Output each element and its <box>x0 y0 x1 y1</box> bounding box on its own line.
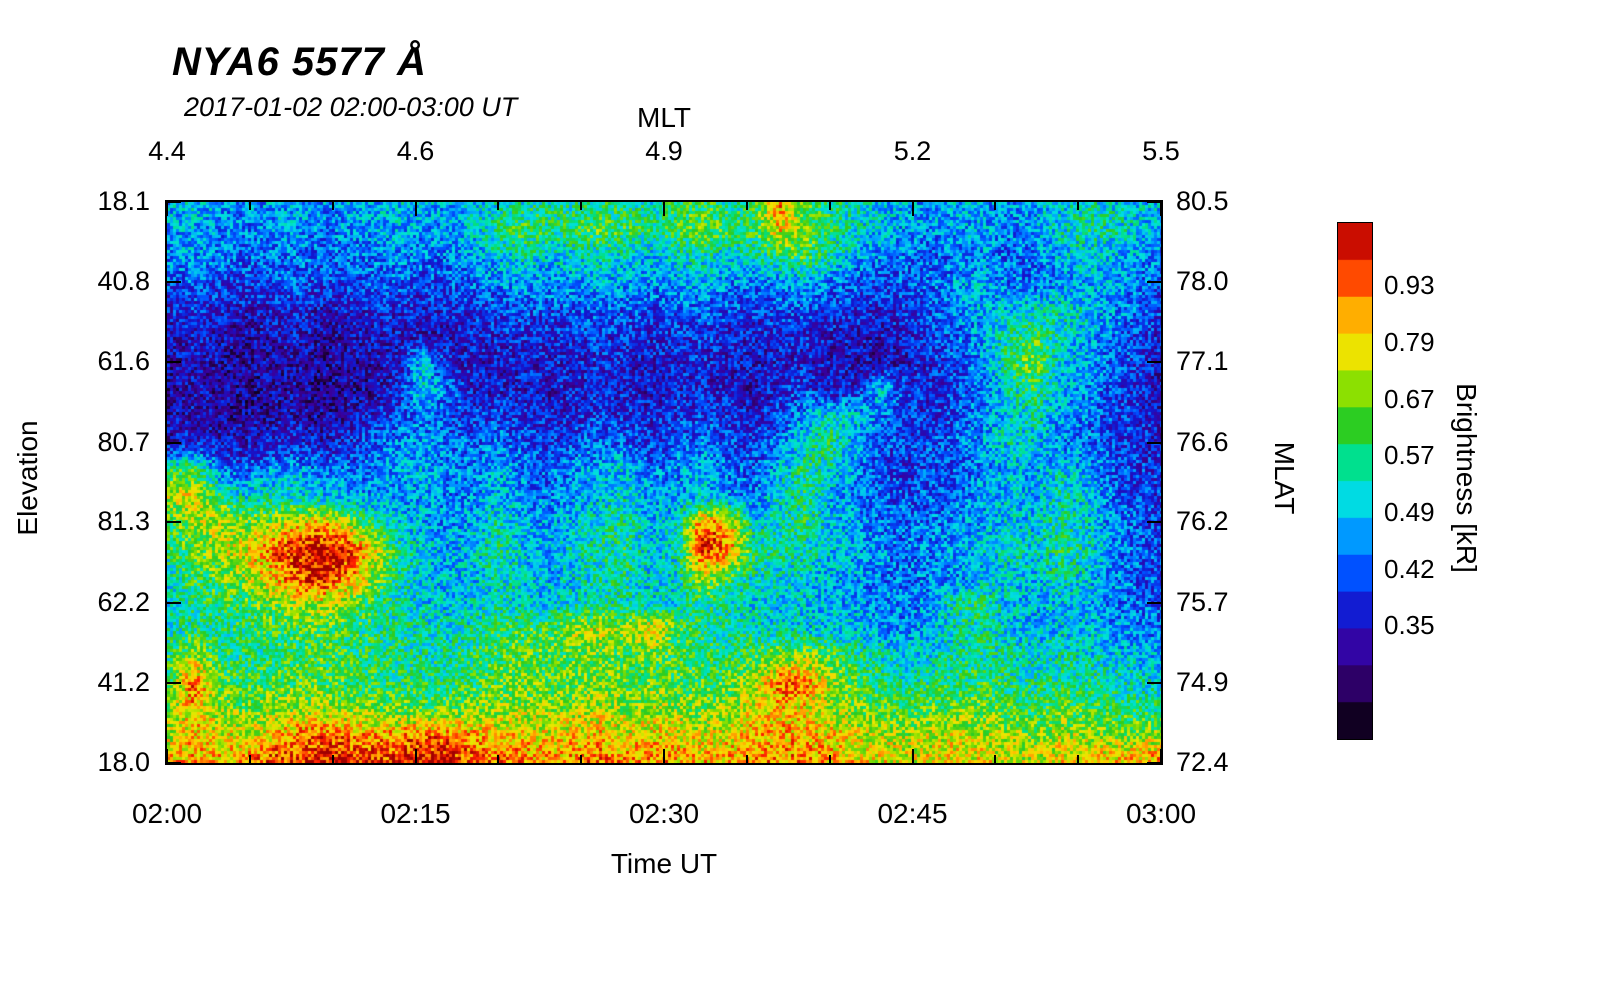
page-title: NYA6 5577 Å <box>172 40 427 84</box>
right-tick-label: 78.0 <box>1176 266 1229 297</box>
heatmap-canvas <box>167 202 1161 763</box>
left-tick-mark <box>167 601 181 604</box>
colorbar-tick-label: 0.93 <box>1384 270 1435 301</box>
colorbar-tick-label: 0.35 <box>1384 610 1435 640</box>
bottom-tick-mark <box>414 749 417 763</box>
left-tick-mark <box>167 281 181 284</box>
right-tick-label: 76.2 <box>1176 506 1229 537</box>
top-tick-label: 4.9 <box>645 136 683 166</box>
right-tick-mark <box>1147 201 1161 203</box>
left-tick-mark <box>167 361 181 364</box>
colorbar-title: Brightness [kR] <box>1451 383 1482 573</box>
left-tick-label: 41.2 <box>97 666 150 697</box>
left-tick-label: 80.7 <box>97 426 150 457</box>
top-tick-mark <box>414 202 417 216</box>
colorbar <box>1337 222 1373 740</box>
top-axis-title: MLT <box>637 102 691 133</box>
right-tick-label: 77.1 <box>1176 346 1229 377</box>
bottom-tick-mark <box>911 749 914 763</box>
colorbar-tick-label: 0.57 <box>1384 440 1435 471</box>
heatmap-plot-area <box>165 200 1163 765</box>
left-axis-title: Elevation <box>12 420 43 536</box>
left-tick-label: 62.2 <box>97 586 150 617</box>
left-tick-mark <box>167 762 181 764</box>
left-tick-mark <box>167 681 181 684</box>
top-minor-tick-mark <box>745 202 748 210</box>
top-tick-label: 4.4 <box>148 136 186 166</box>
colorbar-tick-label: 0.42 <box>1384 553 1435 584</box>
right-tick-label: 72.4 <box>1176 747 1229 777</box>
left-tick-mark <box>167 441 181 444</box>
left-tick-label: 18.0 <box>97 747 150 777</box>
top-minor-tick-mark <box>497 202 500 210</box>
bottom-tick-label: 02:45 <box>877 798 948 829</box>
colorbar-canvas <box>1338 223 1372 739</box>
top-tick-label: 4.6 <box>396 136 435 166</box>
left-tick-label: 81.3 <box>97 506 150 537</box>
bottom-minor-tick-mark <box>580 755 583 763</box>
bottom-minor-tick-mark <box>1077 755 1080 763</box>
left-tick-label: 61.6 <box>97 346 150 377</box>
top-minor-tick-mark <box>994 202 997 210</box>
right-tick-label: 76.6 <box>1176 426 1229 457</box>
colorbar-tick-label: 0.49 <box>1384 496 1435 527</box>
bottom-tick-mark <box>166 749 168 763</box>
left-tick-label: 40.8 <box>97 266 150 297</box>
right-tick-label: 75.7 <box>1176 586 1229 617</box>
right-tick-mark <box>1147 521 1161 524</box>
figure-subtitle: 2017-01-02 02:00-03:00 UT <box>184 92 518 122</box>
right-tick-mark <box>1147 601 1161 604</box>
bottom-tick-label: 02:00 <box>131 798 203 829</box>
bottom-tick-label: 03:00 <box>1125 798 1197 829</box>
bottom-minor-tick-mark <box>248 755 251 763</box>
right-tick-mark <box>1147 281 1161 284</box>
bottom-minor-tick-mark <box>497 755 500 763</box>
bottom-axis-title: Time UT <box>610 848 718 879</box>
top-tick-label: 5.5 <box>1142 136 1180 166</box>
top-tick-mark <box>663 202 665 216</box>
bottom-tick-mark <box>663 749 665 763</box>
top-tick-mark <box>911 202 914 216</box>
top-tick-label: 5.2 <box>893 136 932 166</box>
top-minor-tick-mark <box>580 202 583 210</box>
bottom-minor-tick-mark <box>828 755 831 763</box>
right-axis-title: MLAT <box>1269 441 1300 515</box>
right-tick-mark <box>1147 762 1161 764</box>
left-tick-label: 18.1 <box>97 186 150 216</box>
right-tick-label: 74.9 <box>1176 666 1229 697</box>
bottom-tick-label: 02:15 <box>380 798 451 829</box>
top-minor-tick-mark <box>248 202 251 210</box>
left-tick-mark <box>167 201 181 203</box>
top-minor-tick-mark <box>828 202 831 210</box>
bottom-tick-label: 02:30 <box>628 798 700 829</box>
top-tick-mark <box>1160 202 1162 216</box>
colorbar-tick-label: 0.79 <box>1384 326 1435 357</box>
bottom-minor-tick-mark <box>994 755 997 763</box>
bottom-minor-tick-mark <box>745 755 748 763</box>
right-tick-mark <box>1147 441 1161 444</box>
right-tick-mark <box>1147 361 1161 364</box>
top-minor-tick-mark <box>1077 202 1080 210</box>
bottom-minor-tick-mark <box>331 755 334 763</box>
top-minor-tick-mark <box>331 202 334 210</box>
bottom-tick-mark <box>1160 749 1162 763</box>
right-tick-label: 80.5 <box>1176 186 1229 216</box>
right-tick-mark <box>1147 681 1161 684</box>
top-tick-mark <box>166 202 168 216</box>
left-tick-mark <box>167 521 181 524</box>
colorbar-tick-label: 0.67 <box>1384 383 1435 414</box>
